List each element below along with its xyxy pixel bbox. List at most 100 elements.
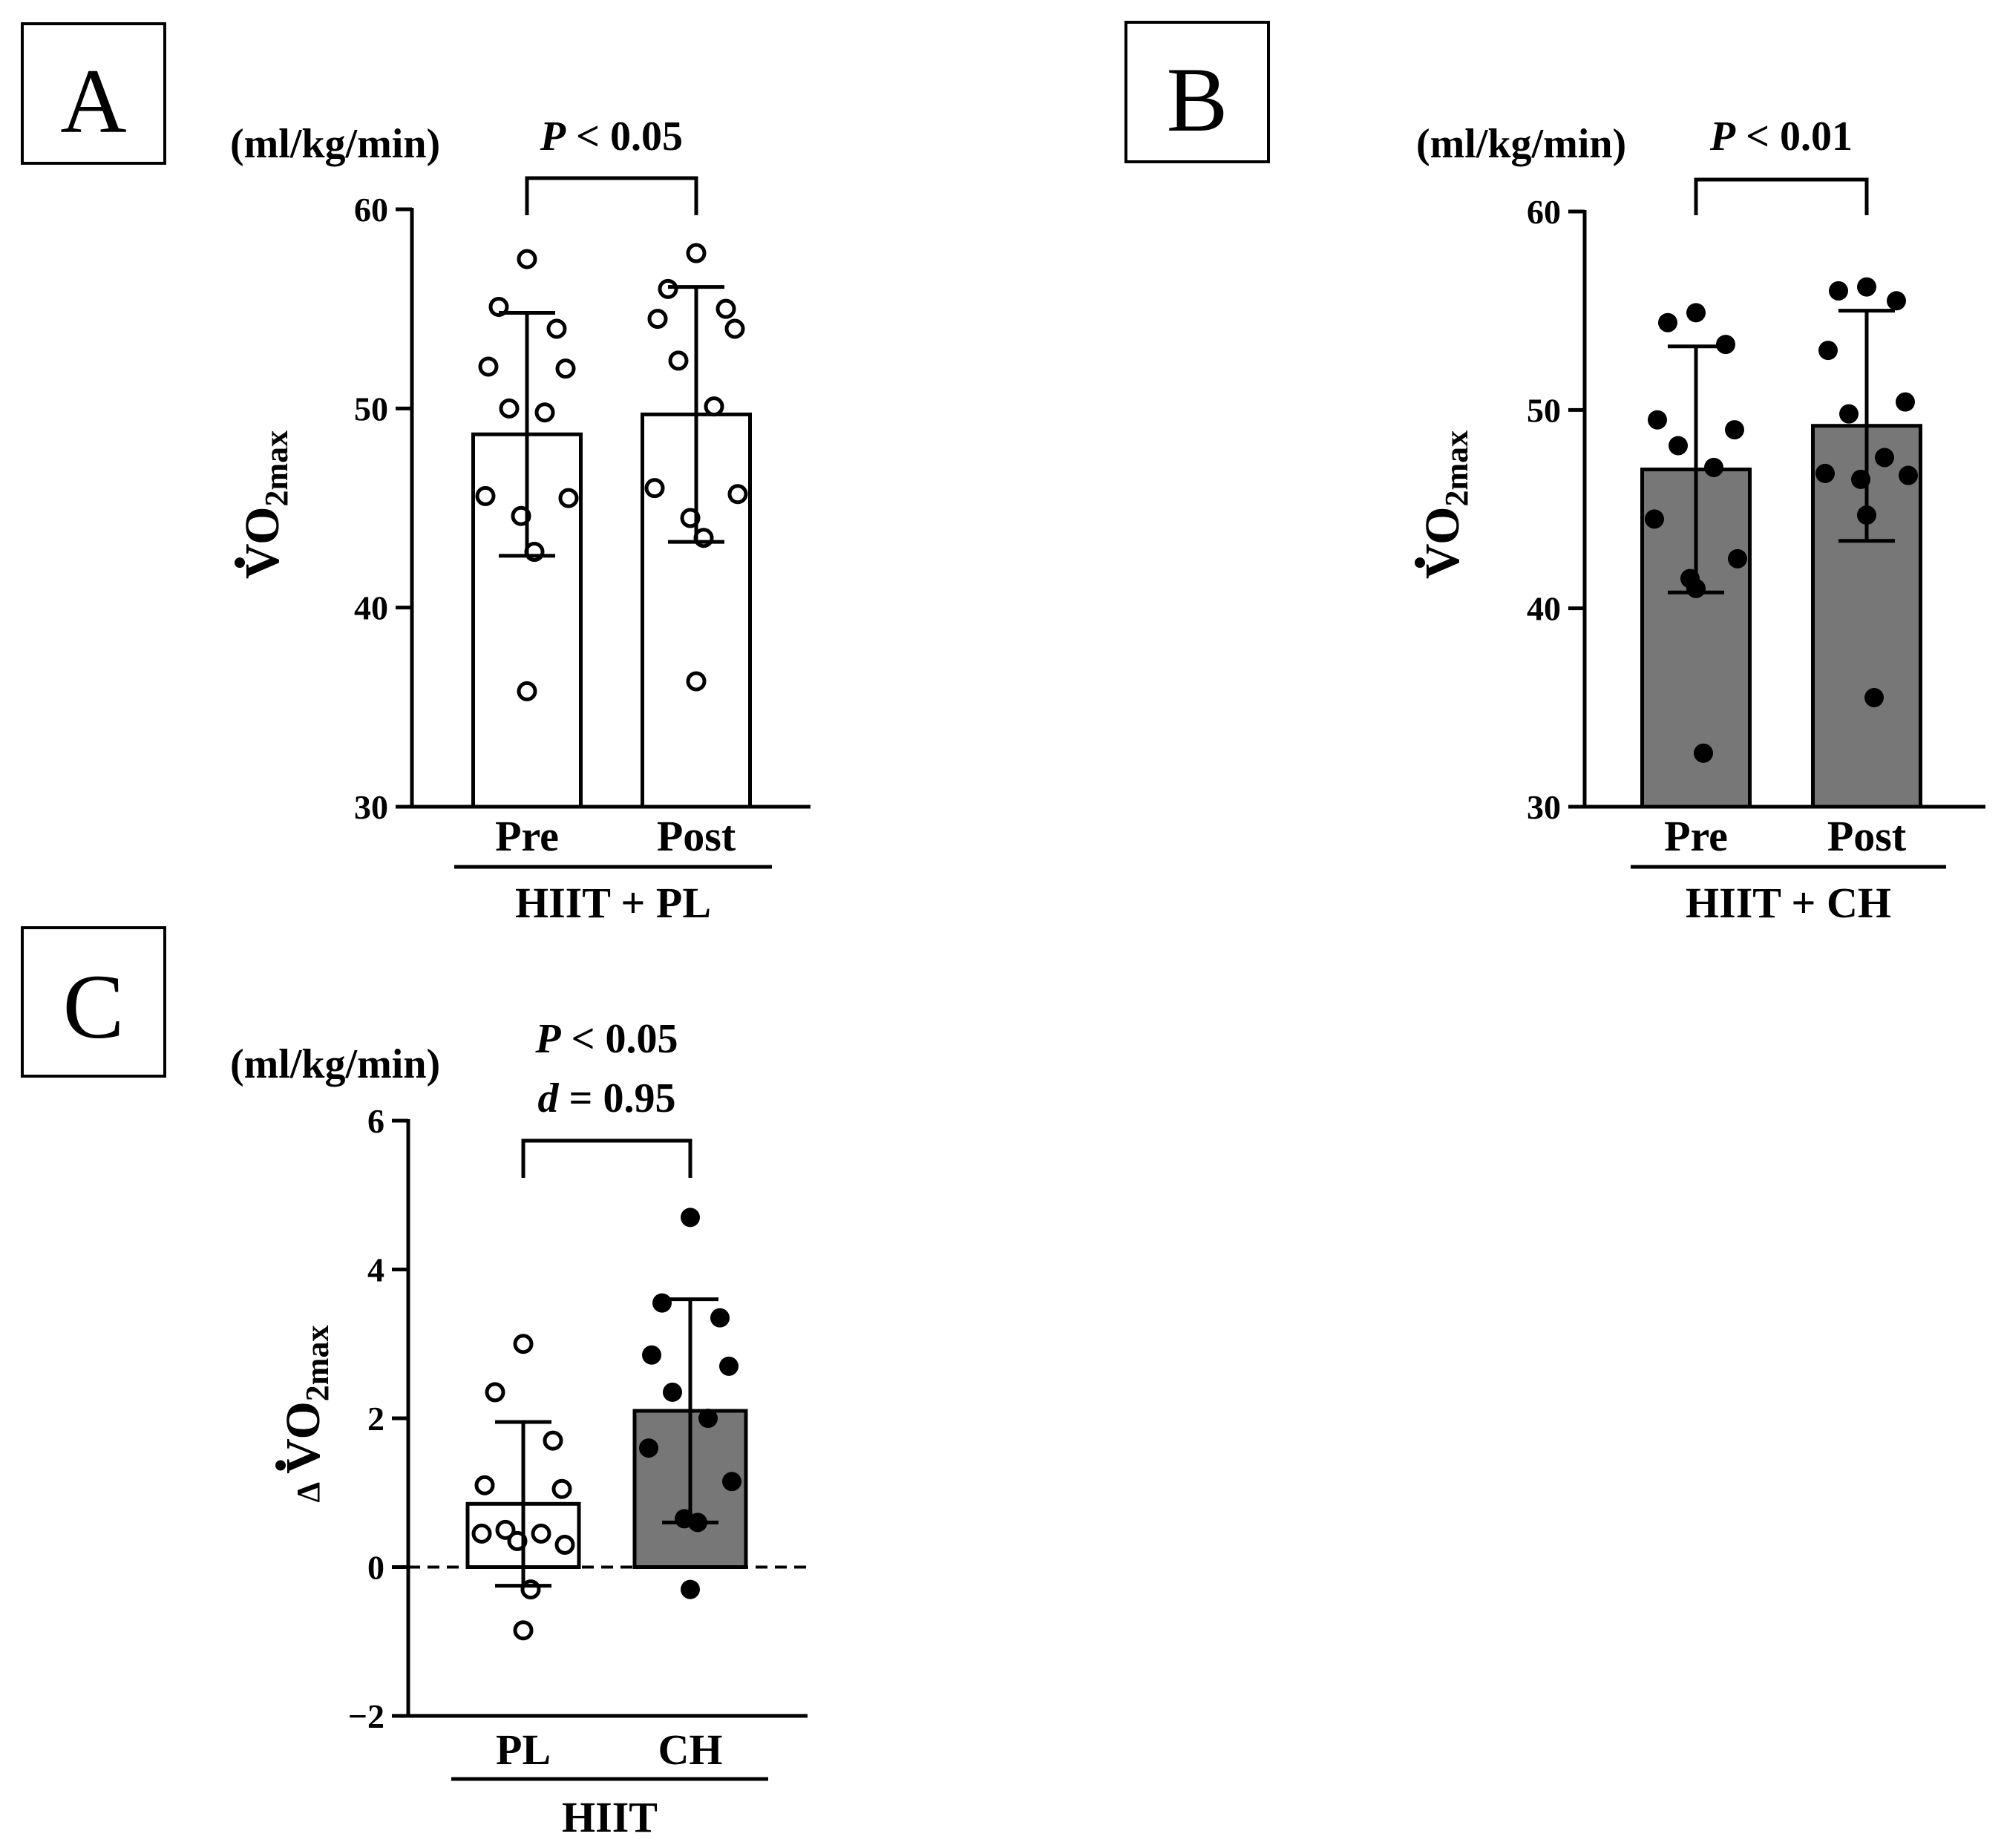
pc-y-label-dot [275,1460,286,1471]
pc-data-point [722,1472,741,1492]
pc-data-point [474,1475,495,1495]
pa-p-text: < 0.05 [566,114,683,160]
pa-p-value: P < 0.05 [540,114,683,160]
pb-data-point [1839,404,1859,424]
pa-p-symbol: P [540,114,566,160]
pa-significance-bracket [525,176,698,215]
pa-category-label: Post [657,812,736,860]
panel-label-a: A [21,22,166,165]
pb-data-point [1875,448,1894,468]
pa-data-point [499,398,520,419]
pb-data-point [1864,687,1884,707]
pc-y-label-space [290,1474,327,1482]
panel-letter-a: A [60,50,127,152]
pa-data-point [724,318,745,339]
pc-p-value: P < 0.05 [534,1016,678,1062]
pb-category-label: Pre [1664,812,1728,860]
pa-data-point [644,478,665,499]
pa-data-point [517,681,537,701]
pc-data-point [698,1409,718,1428]
pa-y-axis-label: VO2max [235,430,295,579]
pa-data-point [534,402,555,423]
pb-data-point [1728,548,1747,569]
pc-data-point [495,1519,516,1540]
pc-data-point [554,1534,575,1555]
pa-data-point [704,396,724,417]
pb-data-point [1648,410,1667,430]
pa-y-tick-label: 50 [354,390,388,427]
pb-category-label: Post [1827,812,1907,860]
panel-label-c: C [21,926,166,1078]
pb-data-point [1857,277,1876,297]
pb-y-tick-label: 50 [1527,391,1561,429]
pc-d-symbol: d [538,1075,560,1121]
pc-data-point [710,1308,730,1328]
pc-y-tick-label: 4 [367,1251,384,1289]
pa-data-point [727,484,748,505]
pa-y-label-sub: 2max [258,430,295,507]
pc-y-label-delta: Δ [290,1482,327,1503]
panel-label-b: B [1124,21,1270,163]
pc-data-point [719,1356,739,1376]
pb-group-label: HIIT + CH [1686,879,1891,927]
pb-data-point [1716,335,1735,355]
pc-data-point [513,1620,534,1641]
pc-effect-size: d = 0.95 [538,1075,676,1121]
pc-significance-bracket [521,1138,692,1178]
panel-letter-c: C [63,956,125,1058]
pb-p-text: < 0.01 [1735,114,1853,160]
pc-data-point [639,1438,658,1458]
pb-data-point [1645,509,1664,529]
pc-y-tick-label: 0 [367,1549,384,1587]
pc-d-text: = 0.95 [559,1075,676,1121]
pa-data-point [686,671,707,692]
panel-letter-b: B [1167,49,1228,151]
pc-data-point [681,1208,700,1228]
pa-y-label-main: VO [235,506,289,579]
pb-data-point [1686,303,1706,323]
pa-data-point [546,318,567,339]
pb-data-point [1887,291,1906,311]
pb-y-axis-label: VO2max [1415,430,1475,579]
pc-data-point [642,1345,661,1365]
chart-panel-b: 30 40 50 60 Pre Post HIIT + CH (ml/kg/min) P < 0… [1415,114,1985,927]
pa-data-point [558,488,579,508]
pc-unit-label: (ml/kg/min) [230,1041,440,1087]
pa-y-tick-label: 60 [354,191,388,229]
pb-y-tick-label: 30 [1527,788,1561,826]
pa-category-label: Pre [495,812,559,860]
pa-unit-label: (ml/kg/min) [230,121,440,167]
pc-data-point [681,1579,700,1599]
pb-p-symbol: P [1709,114,1736,160]
pa-y-label-dot [235,557,245,569]
pc-y-tick-label: 6 [367,1102,384,1140]
pb-data-point [1896,392,1915,412]
pb-data-point [1818,341,1838,361]
pb-data-point [1669,436,1688,456]
pa-data-point [517,249,537,269]
pa-data-point [716,298,736,319]
pa-y-tick-label: 30 [354,788,388,826]
pc-category-label: PL [496,1726,551,1774]
pb-data-point [1704,457,1723,477]
pc-data-point [531,1523,551,1544]
pc-data-point [543,1430,563,1451]
pa-data-point [658,278,678,299]
pc-p-text: < 0.05 [561,1016,678,1062]
pa-group-label: HIIT + PL [515,879,711,927]
pc-y-tick-label: −2 [348,1697,384,1735]
pb-significance-bracket [1694,177,1869,215]
pc-y-axis-label: Δ VO2max [276,1326,335,1503]
pc-y-label-sub: 2max [299,1326,335,1402]
pc-data-point [513,1334,534,1354]
pc-y-tick-label: 2 [367,1400,384,1438]
pa-data-point [555,358,576,379]
pb-y-label-sub: 2max [1438,430,1475,507]
pb-data-point [1658,312,1677,332]
pc-group-label: HIIT [562,1793,658,1841]
pc-data-point [485,1382,505,1403]
pc-data-point [652,1293,672,1313]
chart-panel-a: 30 40 50 60 Pre Post HIIT + PL (ml/kg/min) P < 0… [230,114,811,927]
